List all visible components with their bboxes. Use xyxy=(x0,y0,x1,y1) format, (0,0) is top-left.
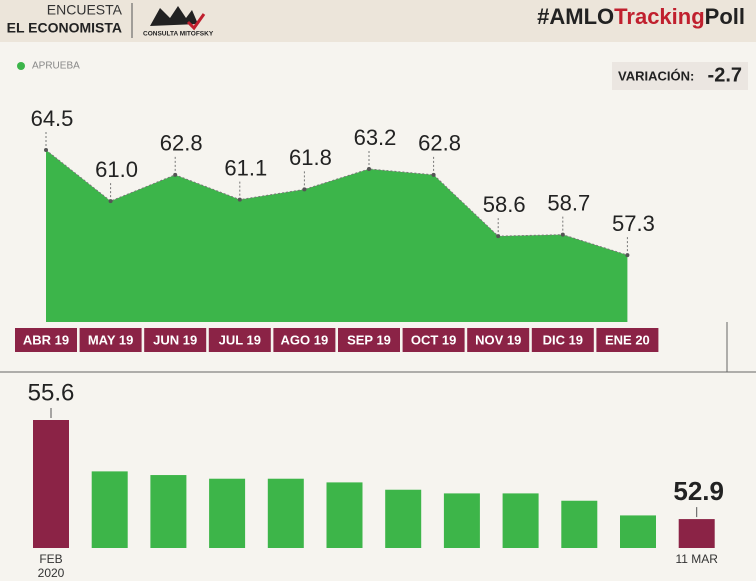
x-tick-label: DIC 19 xyxy=(543,332,583,347)
survey-label: ENCUESTA xyxy=(47,2,123,18)
bar xyxy=(443,493,480,548)
month-tab xyxy=(596,328,659,352)
point xyxy=(625,253,630,258)
bar xyxy=(209,478,246,548)
month-tab xyxy=(402,328,465,352)
x-tick-label: MAY 19 xyxy=(88,332,134,347)
bar xyxy=(620,515,656,548)
point xyxy=(431,172,436,177)
month-tab xyxy=(273,328,336,352)
x-tick-label: 11 MAR xyxy=(675,552,718,566)
legend-label: APRUEBA xyxy=(32,61,80,72)
variation-label: VARIACIÓN: xyxy=(618,68,694,83)
x-tick-label: ENE 20 xyxy=(605,332,650,347)
value-label: 61.0 xyxy=(95,157,138,182)
value-label: 64.5 xyxy=(31,106,74,131)
bar xyxy=(91,471,128,548)
logo-text: CONSULTA MITOFSKY xyxy=(143,31,214,38)
month-tab xyxy=(467,328,530,352)
hashtag-suffix: Poll xyxy=(705,4,745,29)
value-label: 52.9 xyxy=(673,476,724,506)
month-tab xyxy=(208,328,271,352)
bar xyxy=(678,519,715,548)
logo-check xyxy=(186,13,206,31)
x-tick-label: AGO 19 xyxy=(281,332,329,347)
x-tick-label: ABR 19 xyxy=(23,332,69,347)
value-label: 57.3 xyxy=(612,211,655,236)
variation-box xyxy=(612,62,748,90)
hashtag-accent: Tracking xyxy=(614,4,704,29)
month-tab xyxy=(531,328,594,352)
bar xyxy=(267,478,304,548)
value-label: 62.8 xyxy=(160,131,203,156)
header-bar xyxy=(0,0,756,42)
bar xyxy=(561,500,598,548)
area xyxy=(46,150,628,322)
value-label: 55.6 xyxy=(28,379,75,406)
month-tab xyxy=(79,328,142,352)
x-tick-label: NOV 19 xyxy=(475,332,521,347)
point xyxy=(173,172,178,177)
point xyxy=(237,197,242,202)
x-tick-label: SEP 19 xyxy=(347,332,391,347)
value-label: 58.7 xyxy=(547,190,590,215)
point xyxy=(496,234,501,239)
bar xyxy=(502,493,539,548)
month-tab xyxy=(144,328,207,352)
point xyxy=(367,166,371,171)
legend-marker xyxy=(17,62,25,70)
hashtag: #AMLOTrackingPoll xyxy=(537,4,745,29)
point xyxy=(108,199,113,204)
value-label: 61.1 xyxy=(224,155,267,180)
x-tick-label: JUN 19 xyxy=(153,332,197,347)
point xyxy=(302,187,307,192)
month-tab xyxy=(338,328,400,352)
month-tab xyxy=(15,328,77,352)
variation-value: -2.7 xyxy=(708,64,742,86)
x-tick-label: FEB 2020 xyxy=(37,552,65,580)
bar xyxy=(326,482,363,548)
value-label: 61.8 xyxy=(289,145,332,170)
trend-line xyxy=(45,149,628,256)
logo-icon xyxy=(150,6,198,26)
value-label: 62.8 xyxy=(418,131,461,156)
bar xyxy=(33,420,69,548)
x-tick-label: OCT 19 xyxy=(411,332,457,347)
bar xyxy=(385,489,422,548)
point xyxy=(560,232,565,237)
publisher: EL ECONOMISTA xyxy=(7,20,122,36)
value-label: 63.2 xyxy=(354,125,397,150)
point xyxy=(44,148,48,152)
hashtag-prefix: #AMLO xyxy=(537,4,614,29)
bar xyxy=(150,475,187,548)
x-tick-label: JUL 19 xyxy=(219,332,261,347)
value-label: 58.6 xyxy=(483,192,526,217)
